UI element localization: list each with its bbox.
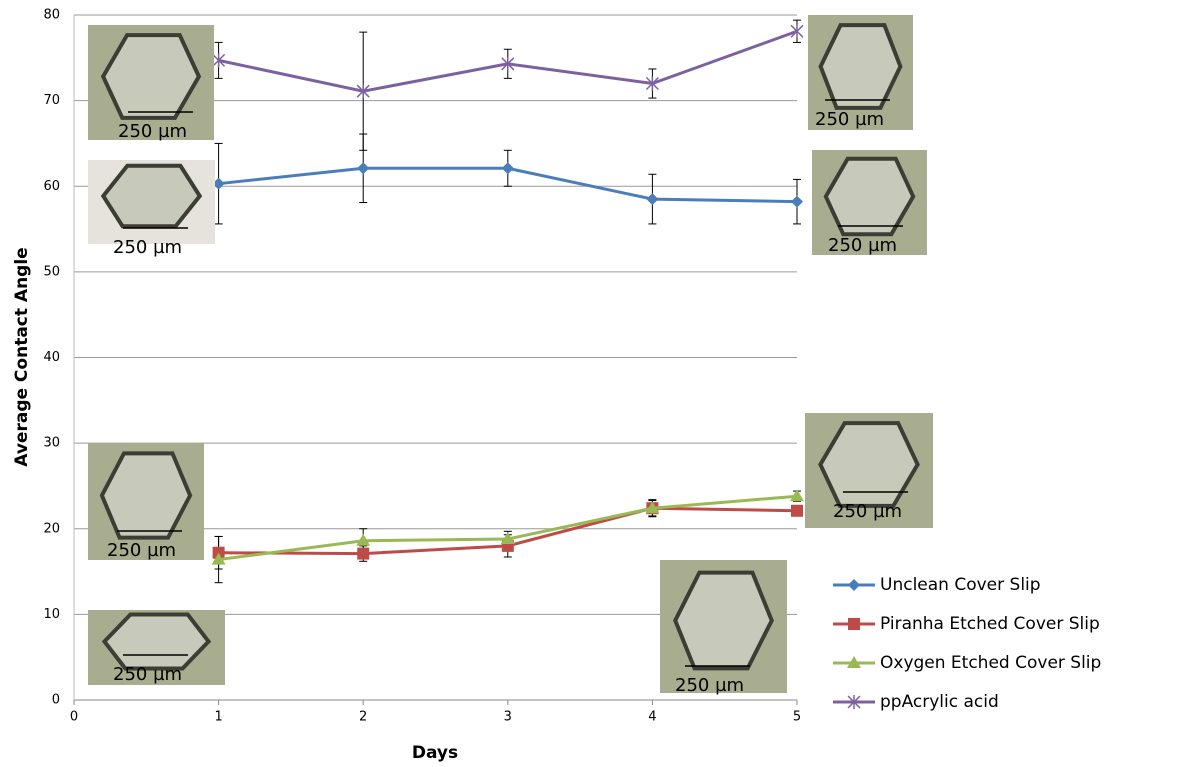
x-tick-label: 1 [214, 710, 222, 725]
inset-photo: 250 µm [808, 15, 913, 130]
inset-label: 250 µm [118, 121, 187, 142]
inset-photo: 250 µm [660, 560, 787, 696]
y-tick-label: 20 [43, 521, 60, 536]
marker [357, 162, 369, 174]
inset-label: 250 µm [675, 675, 744, 696]
y-tick-label: 80 [43, 8, 60, 23]
legend-marker [848, 579, 860, 591]
crystal [821, 25, 901, 108]
legend-marker [848, 618, 860, 630]
legend-text: Oxygen Etched Cover Slip [880, 653, 1101, 673]
y-tick-label: 40 [43, 350, 60, 365]
y-tick-label: 30 [43, 436, 60, 451]
x-tick-label: 3 [504, 710, 512, 725]
crystal [104, 615, 208, 669]
y-tick-label: 10 [43, 607, 60, 622]
inset-label: 250 µm [828, 235, 897, 256]
inset-photo: 250 µm [88, 160, 215, 258]
crystal [102, 453, 190, 537]
marker [791, 505, 803, 517]
inset-label: 250 µm [113, 237, 182, 258]
legend-text: ppAcrylic acid [880, 692, 999, 712]
marker [646, 193, 658, 205]
x-tick-label: 2 [359, 710, 367, 725]
crystal [826, 159, 913, 235]
y-tick-label: 70 [43, 93, 60, 108]
y-axis-title: Average Contact Angle [12, 247, 32, 466]
y-tick-label: 60 [43, 179, 60, 194]
inset-photo: 250 µm [88, 443, 204, 561]
inset-photo: 250 µm [805, 413, 933, 528]
inset-label: 250 µm [833, 501, 902, 522]
legend-text: Piranha Etched Cover Slip [880, 614, 1100, 634]
inset-label: 250 µm [107, 540, 176, 561]
crystal [103, 166, 200, 226]
inset-photo: 250 µm [812, 150, 927, 256]
x-tick-label: 0 [70, 710, 78, 725]
chart: Days Average Contact Angle 0102030405060… [0, 0, 1182, 767]
marker [357, 548, 369, 560]
marker [502, 162, 514, 174]
inset-photo: 250 µm [88, 25, 214, 142]
x-tick-label: 4 [648, 710, 656, 725]
inset-label: 250 µm [113, 664, 182, 685]
y-tick-label: 50 [43, 264, 60, 279]
legend-text: Unclean Cover Slip [880, 575, 1041, 595]
inset-photo: 250 µm [88, 610, 225, 685]
marker [791, 196, 803, 208]
x-tick-label: 5 [793, 710, 801, 725]
y-tick-label: 0 [52, 693, 60, 708]
inset-label: 250 µm [815, 109, 884, 130]
x-axis-title: Days [412, 743, 458, 763]
